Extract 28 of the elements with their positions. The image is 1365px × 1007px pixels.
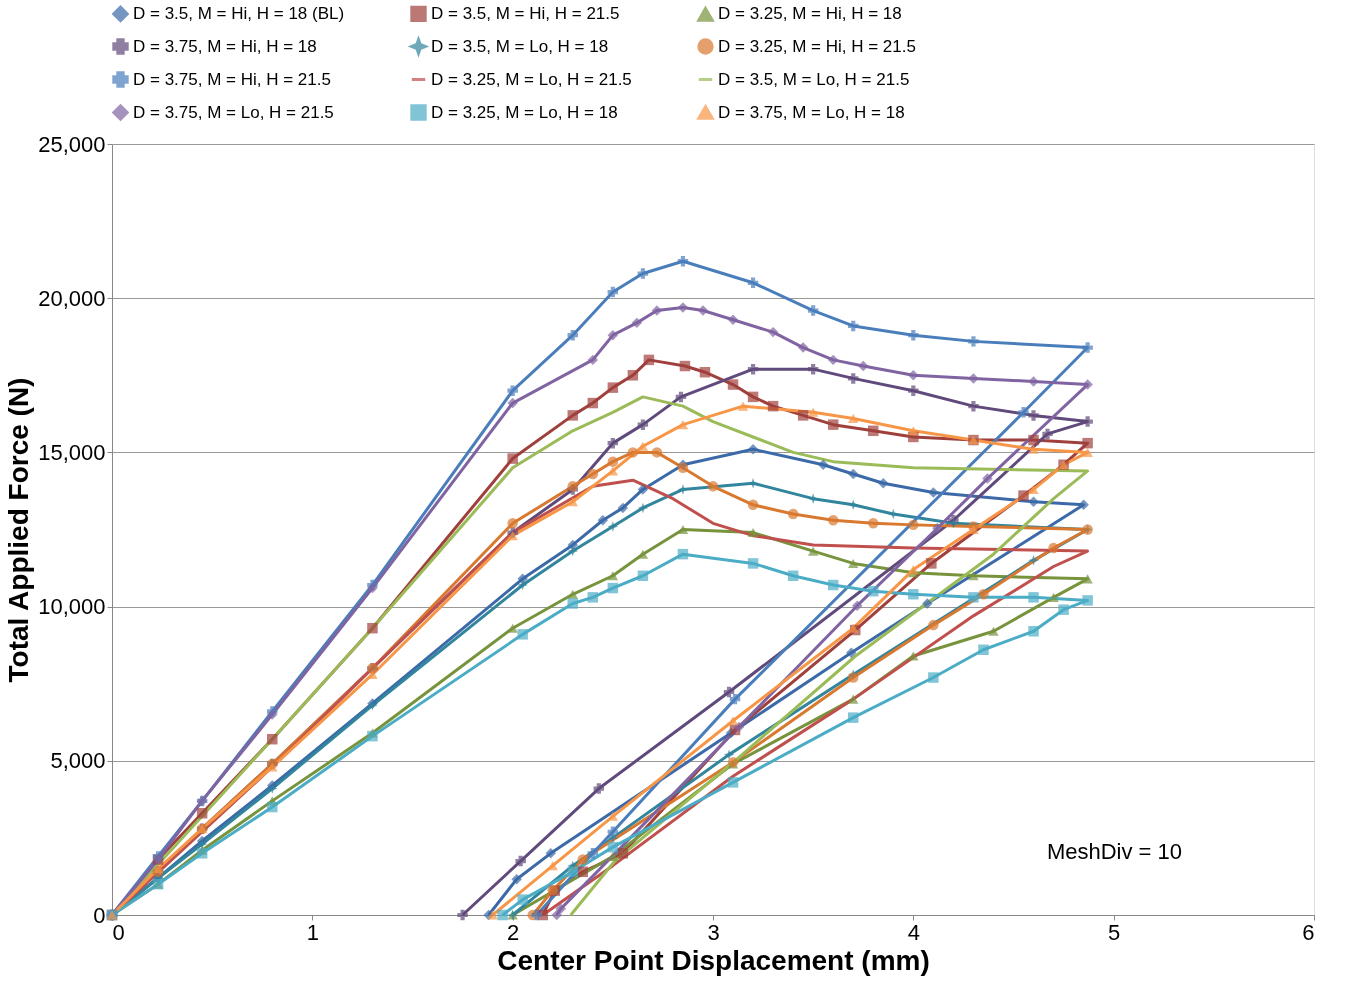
legend-label: D = 3.5, M = Lo, H = 18 (431, 36, 609, 56)
y-tick-label: 20,000 (38, 285, 106, 311)
y-tick-label: 25,000 (38, 131, 106, 157)
legend-label: D = 3.25, M = Hi, H = 18 (718, 4, 902, 24)
y-tick-label: 10,000 (38, 594, 106, 620)
annotation: MeshDiv = 10 (1046, 839, 1182, 864)
legend-label: D = 3.5, M = Lo, H = 21.5 (718, 69, 910, 89)
x-axis-title: Center Point Displacement (mm) (497, 944, 930, 976)
x-tick-label: 1 (306, 919, 319, 945)
y-axis-title: Total Applied Force (N) (3, 377, 35, 683)
legend-label: D = 3.75, M = Hi, H = 18 (133, 36, 317, 56)
legend-label: D = 3.5, M = Hi, H = 18 (BL) (133, 3, 345, 23)
x-tick-label: 2 (507, 919, 520, 945)
legend-label: D = 3.25, M = Lo, H = 18 (431, 102, 618, 122)
y-tick-label: 15,000 (38, 439, 106, 465)
x-tick-label: 0 (112, 919, 125, 945)
legend-label: D = 3.25, M = Hi, H = 21.5 (718, 36, 916, 56)
x-tick-label: 4 (907, 919, 920, 945)
y-tick-label: 0 (93, 902, 106, 928)
x-tick-label: 3 (707, 919, 720, 945)
legend-label: D = 3.75, M = Hi, H = 21.5 (133, 69, 331, 89)
y-tick-label: 5,000 (50, 748, 106, 774)
x-tick-label: 6 (1302, 919, 1315, 945)
legend-label: D = 3.75, M = Lo, H = 18 (718, 102, 905, 122)
legend-label: D = 3.5, M = Hi, H = 21.5 (431, 3, 620, 23)
legend-label: D = 3.25, M = Lo, H = 21.5 (431, 69, 632, 89)
x-tick-label: 5 (1108, 919, 1121, 945)
legend-label: D = 3.75, M = Lo, H = 21.5 (133, 102, 334, 122)
